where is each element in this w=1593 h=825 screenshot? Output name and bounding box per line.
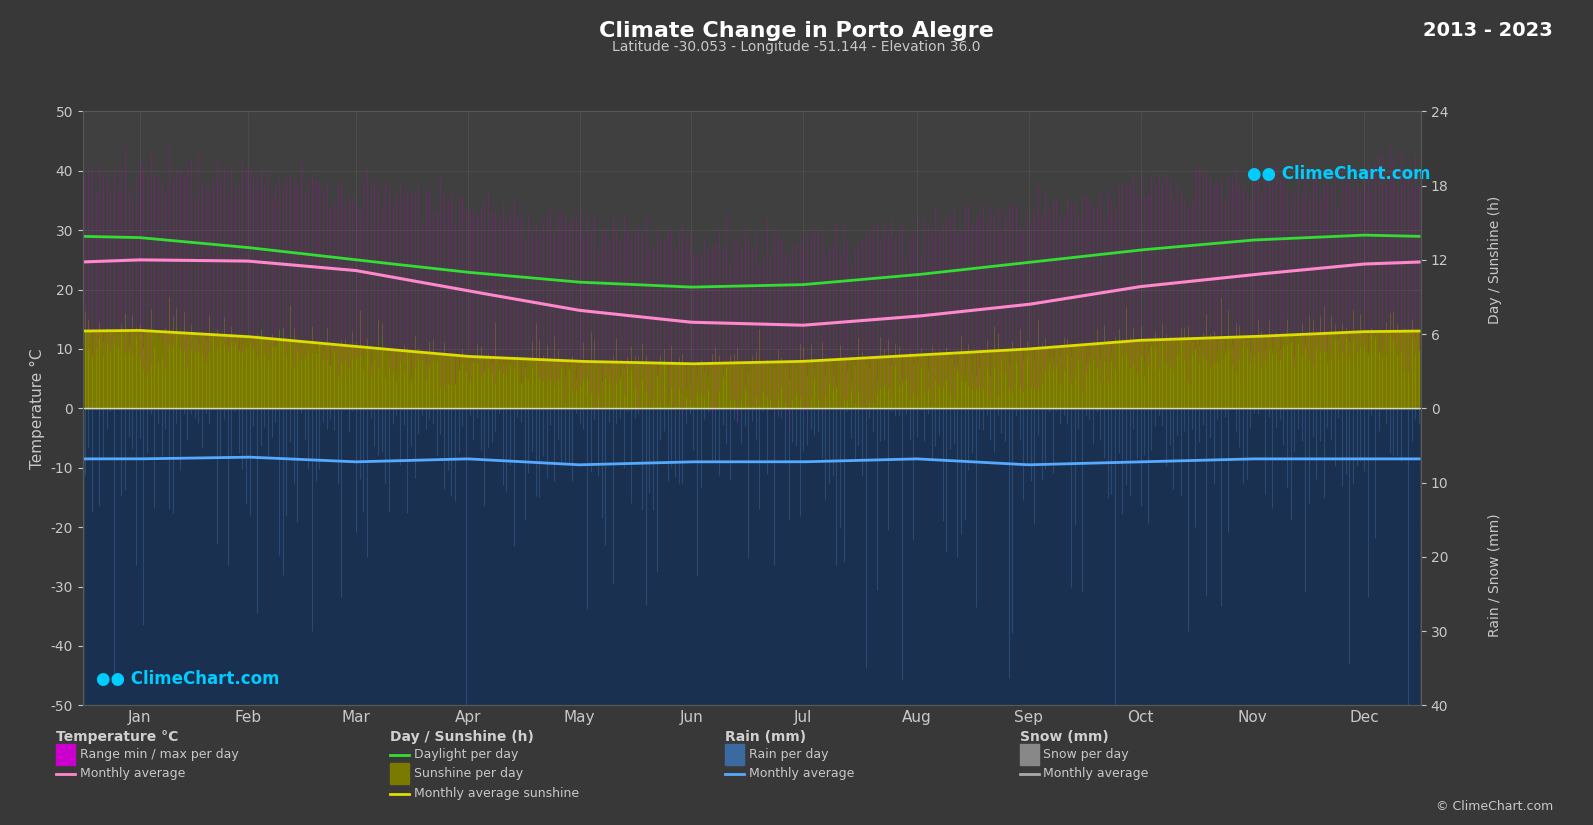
Text: Rain per day: Rain per day [749, 748, 828, 761]
Text: Monthly average: Monthly average [80, 767, 185, 780]
Text: Monthly average: Monthly average [749, 767, 854, 780]
Text: Climate Change in Porto Alegre: Climate Change in Porto Alegre [599, 21, 994, 40]
Text: Rain / Snow (mm): Rain / Snow (mm) [1488, 513, 1502, 637]
Text: Latitude -30.053 - Longitude -51.144 - Elevation 36.0: Latitude -30.053 - Longitude -51.144 - E… [612, 40, 981, 54]
Text: Temperature °C: Temperature °C [56, 730, 178, 744]
Text: Rain (mm): Rain (mm) [725, 730, 806, 744]
Text: ●● ClimeChart.com: ●● ClimeChart.com [1247, 165, 1431, 182]
Text: Snow (mm): Snow (mm) [1020, 730, 1109, 744]
Text: Range min / max per day: Range min / max per day [80, 748, 239, 761]
Text: Sunshine per day: Sunshine per day [414, 767, 524, 780]
Text: Daylight per day: Daylight per day [414, 748, 519, 761]
Text: Day / Sunshine (h): Day / Sunshine (h) [1488, 196, 1502, 324]
Text: ●● ClimeChart.com: ●● ClimeChart.com [96, 670, 280, 687]
Text: Monthly average sunshine: Monthly average sunshine [414, 787, 580, 800]
Text: Monthly average: Monthly average [1043, 767, 1149, 780]
Text: Day / Sunshine (h): Day / Sunshine (h) [390, 730, 534, 744]
Text: © ClimeChart.com: © ClimeChart.com [1435, 799, 1553, 813]
Text: 2013 - 2023: 2013 - 2023 [1424, 21, 1553, 40]
Text: Snow per day: Snow per day [1043, 748, 1129, 761]
Y-axis label: Temperature °C: Temperature °C [30, 348, 45, 469]
